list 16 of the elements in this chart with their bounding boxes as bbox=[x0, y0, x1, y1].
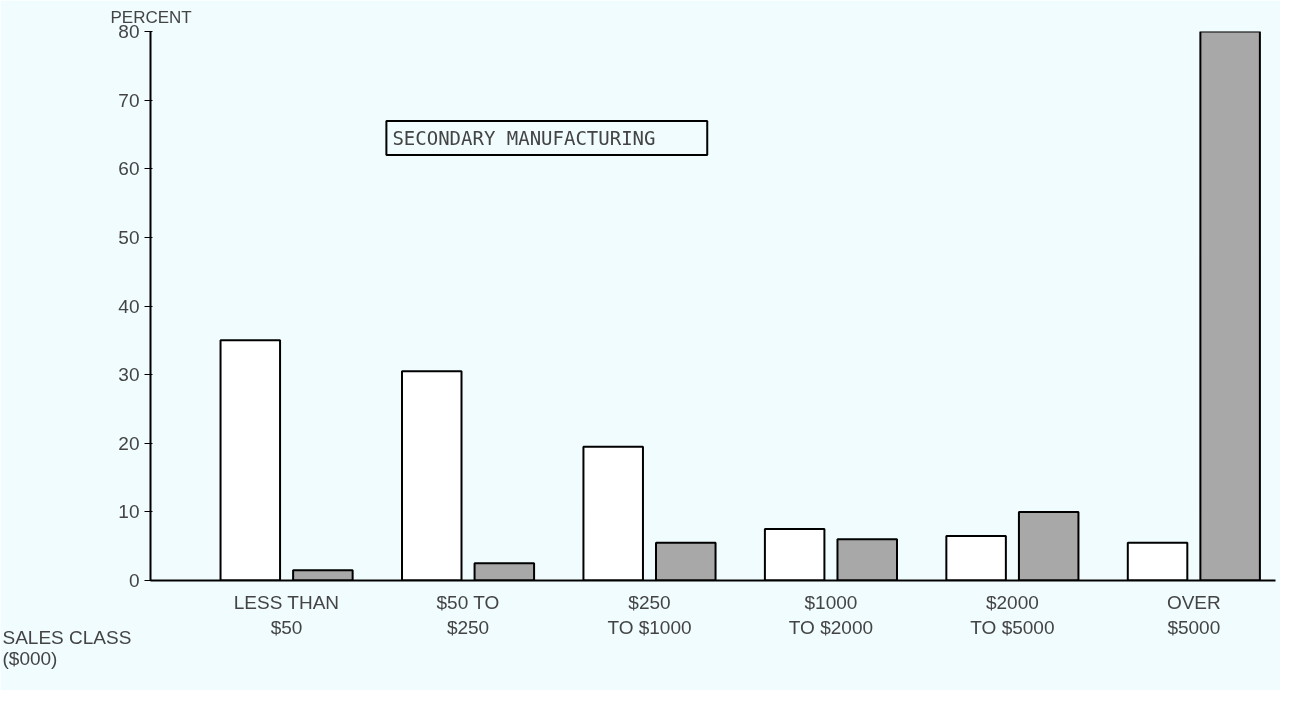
y-tick-label: 0 bbox=[128, 570, 140, 591]
x-tick-label: $1000 TO $2000 bbox=[788, 591, 874, 638]
x-tick-label: OVER $5000 bbox=[1166, 591, 1221, 638]
y-tick-label: 70 bbox=[118, 89, 140, 111]
y-tick-label: 10 bbox=[118, 501, 140, 523]
annotation: SECONDARY MANUFACTURING bbox=[392, 127, 656, 150]
y-tick-label: 50 bbox=[118, 226, 140, 248]
x-tick-label: LESS THAN $50 bbox=[233, 591, 340, 638]
x-tick-label: $250 TO $1000 bbox=[607, 591, 692, 638]
y-tick-label: 30 bbox=[118, 364, 140, 386]
y-tick-label: 60 bbox=[118, 158, 140, 180]
x-tick-label: $50 TO $250 bbox=[436, 591, 500, 638]
x-axis-title: SALES CLASS ($000) bbox=[2, 626, 132, 669]
y-tick-label: 20 bbox=[118, 432, 140, 454]
y-tick-label: 40 bbox=[118, 295, 140, 317]
x-tick-label: $2000 TO $5000 bbox=[970, 591, 1055, 638]
